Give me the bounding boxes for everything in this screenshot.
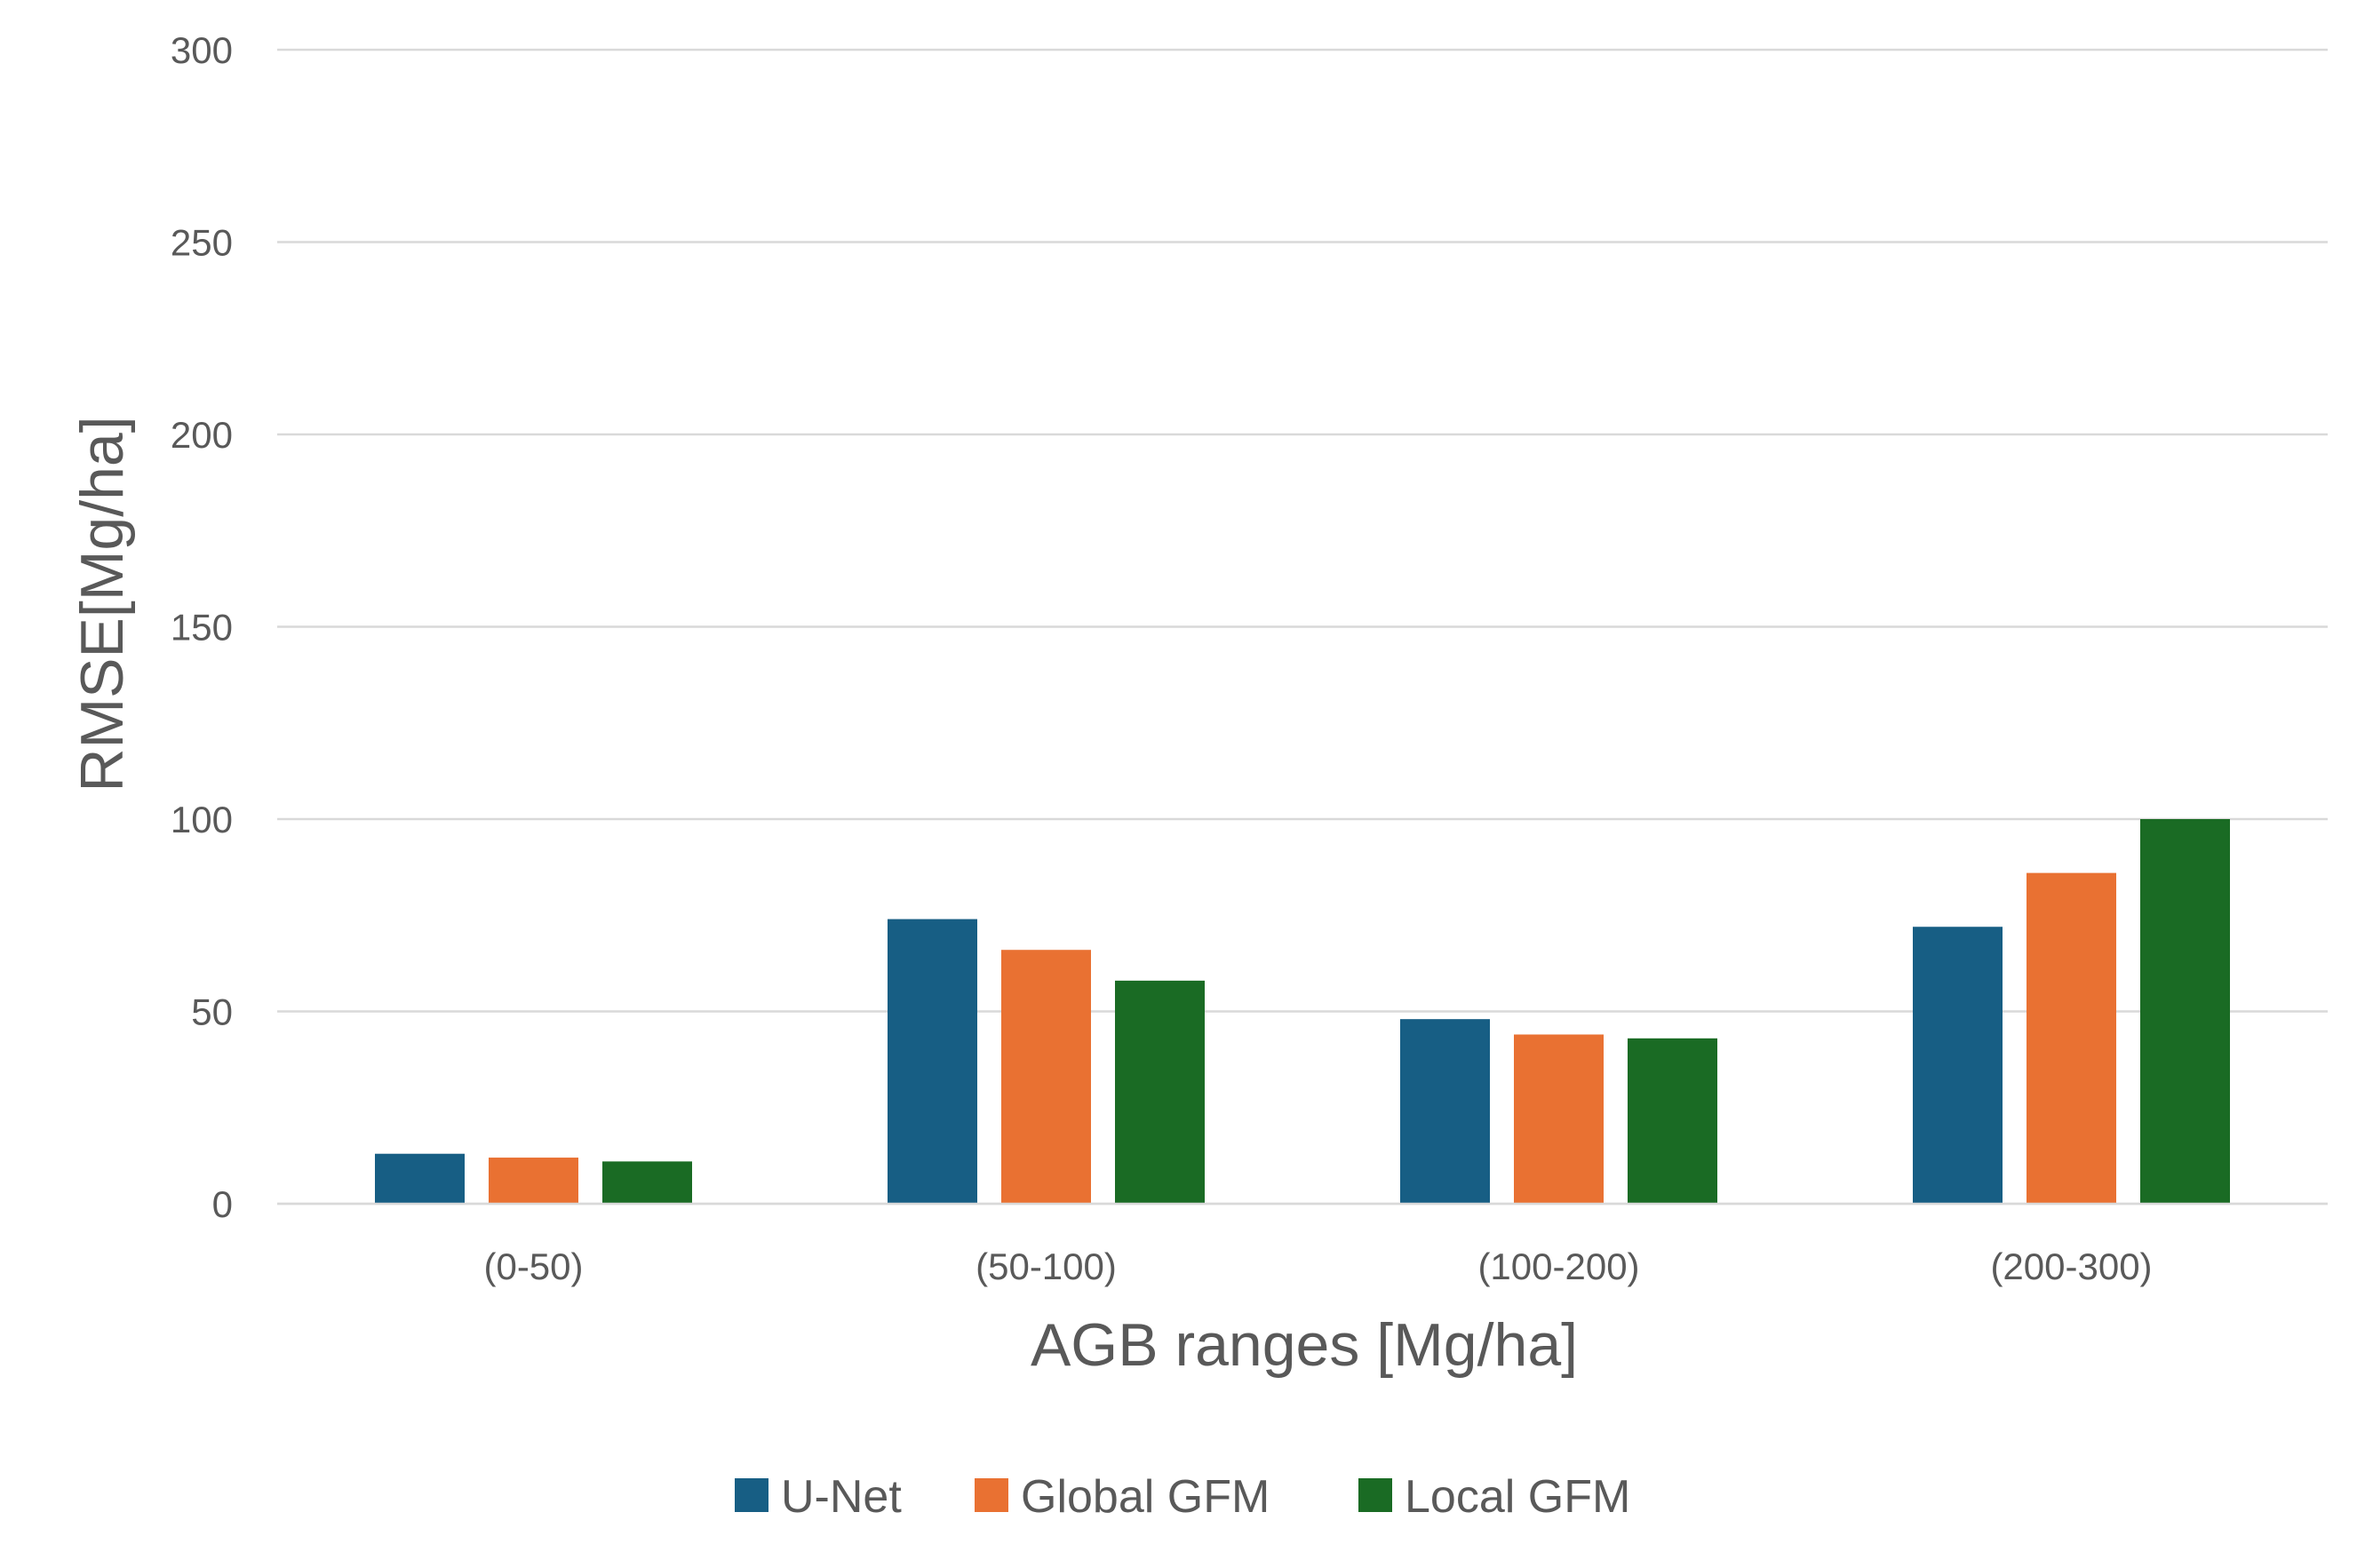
bar-global-gfm bbox=[2027, 872, 2116, 1204]
y-tick-label: 100 bbox=[171, 799, 233, 840]
y-tick-label: 0 bbox=[212, 1183, 233, 1225]
y-tick-label: 250 bbox=[171, 222, 233, 264]
legend-swatch bbox=[975, 1478, 1008, 1512]
bar-local-gfm bbox=[1115, 980, 1205, 1204]
bar-global-gfm bbox=[1514, 1034, 1604, 1204]
bar-u-net bbox=[375, 1153, 465, 1204]
bars bbox=[277, 819, 2328, 1206]
x-tick-label: (100-200) bbox=[1477, 1246, 1639, 1287]
bar-u-net bbox=[1400, 1019, 1490, 1204]
legend: U-Net Global GFM Local GFM bbox=[735, 1471, 1630, 1523]
y-tick-label: 150 bbox=[171, 607, 233, 649]
legend-label: Local GFM bbox=[1405, 1471, 1630, 1523]
y-axis-ticks: 0 50 100 150 200 250 300 bbox=[171, 29, 233, 1225]
x-axis-ticks: (0-50) (50-100) (100-200) (200-300) bbox=[483, 1246, 2152, 1287]
legend-swatch bbox=[1358, 1478, 1392, 1512]
x-axis-title: AGB ranges [Mg/ha] bbox=[1031, 1311, 1578, 1379]
legend-label: U-Net bbox=[781, 1471, 902, 1523]
legend-swatch bbox=[735, 1478, 768, 1512]
x-tick-label: (0-50) bbox=[483, 1246, 583, 1287]
bar-local-gfm bbox=[1628, 1038, 1717, 1204]
bar-global-gfm bbox=[489, 1158, 578, 1204]
gridlines bbox=[277, 48, 2328, 1206]
y-axis-title: RMSE[Mg/ha] bbox=[68, 416, 136, 792]
bar-global-gfm bbox=[1001, 950, 1091, 1204]
y-tick-label: 50 bbox=[191, 991, 233, 1033]
y-tick-label: 200 bbox=[171, 414, 233, 456]
y-tick-label: 300 bbox=[171, 29, 233, 71]
x-tick-label: (50-100) bbox=[975, 1246, 1117, 1287]
bar-u-net bbox=[888, 919, 977, 1204]
bar-local-gfm bbox=[2140, 819, 2230, 1204]
x-tick-label: (200-300) bbox=[1990, 1246, 2152, 1287]
legend-label: Global GFM bbox=[1021, 1471, 1270, 1523]
bar-local-gfm bbox=[602, 1161, 692, 1204]
bar-u-net bbox=[1913, 927, 2003, 1204]
